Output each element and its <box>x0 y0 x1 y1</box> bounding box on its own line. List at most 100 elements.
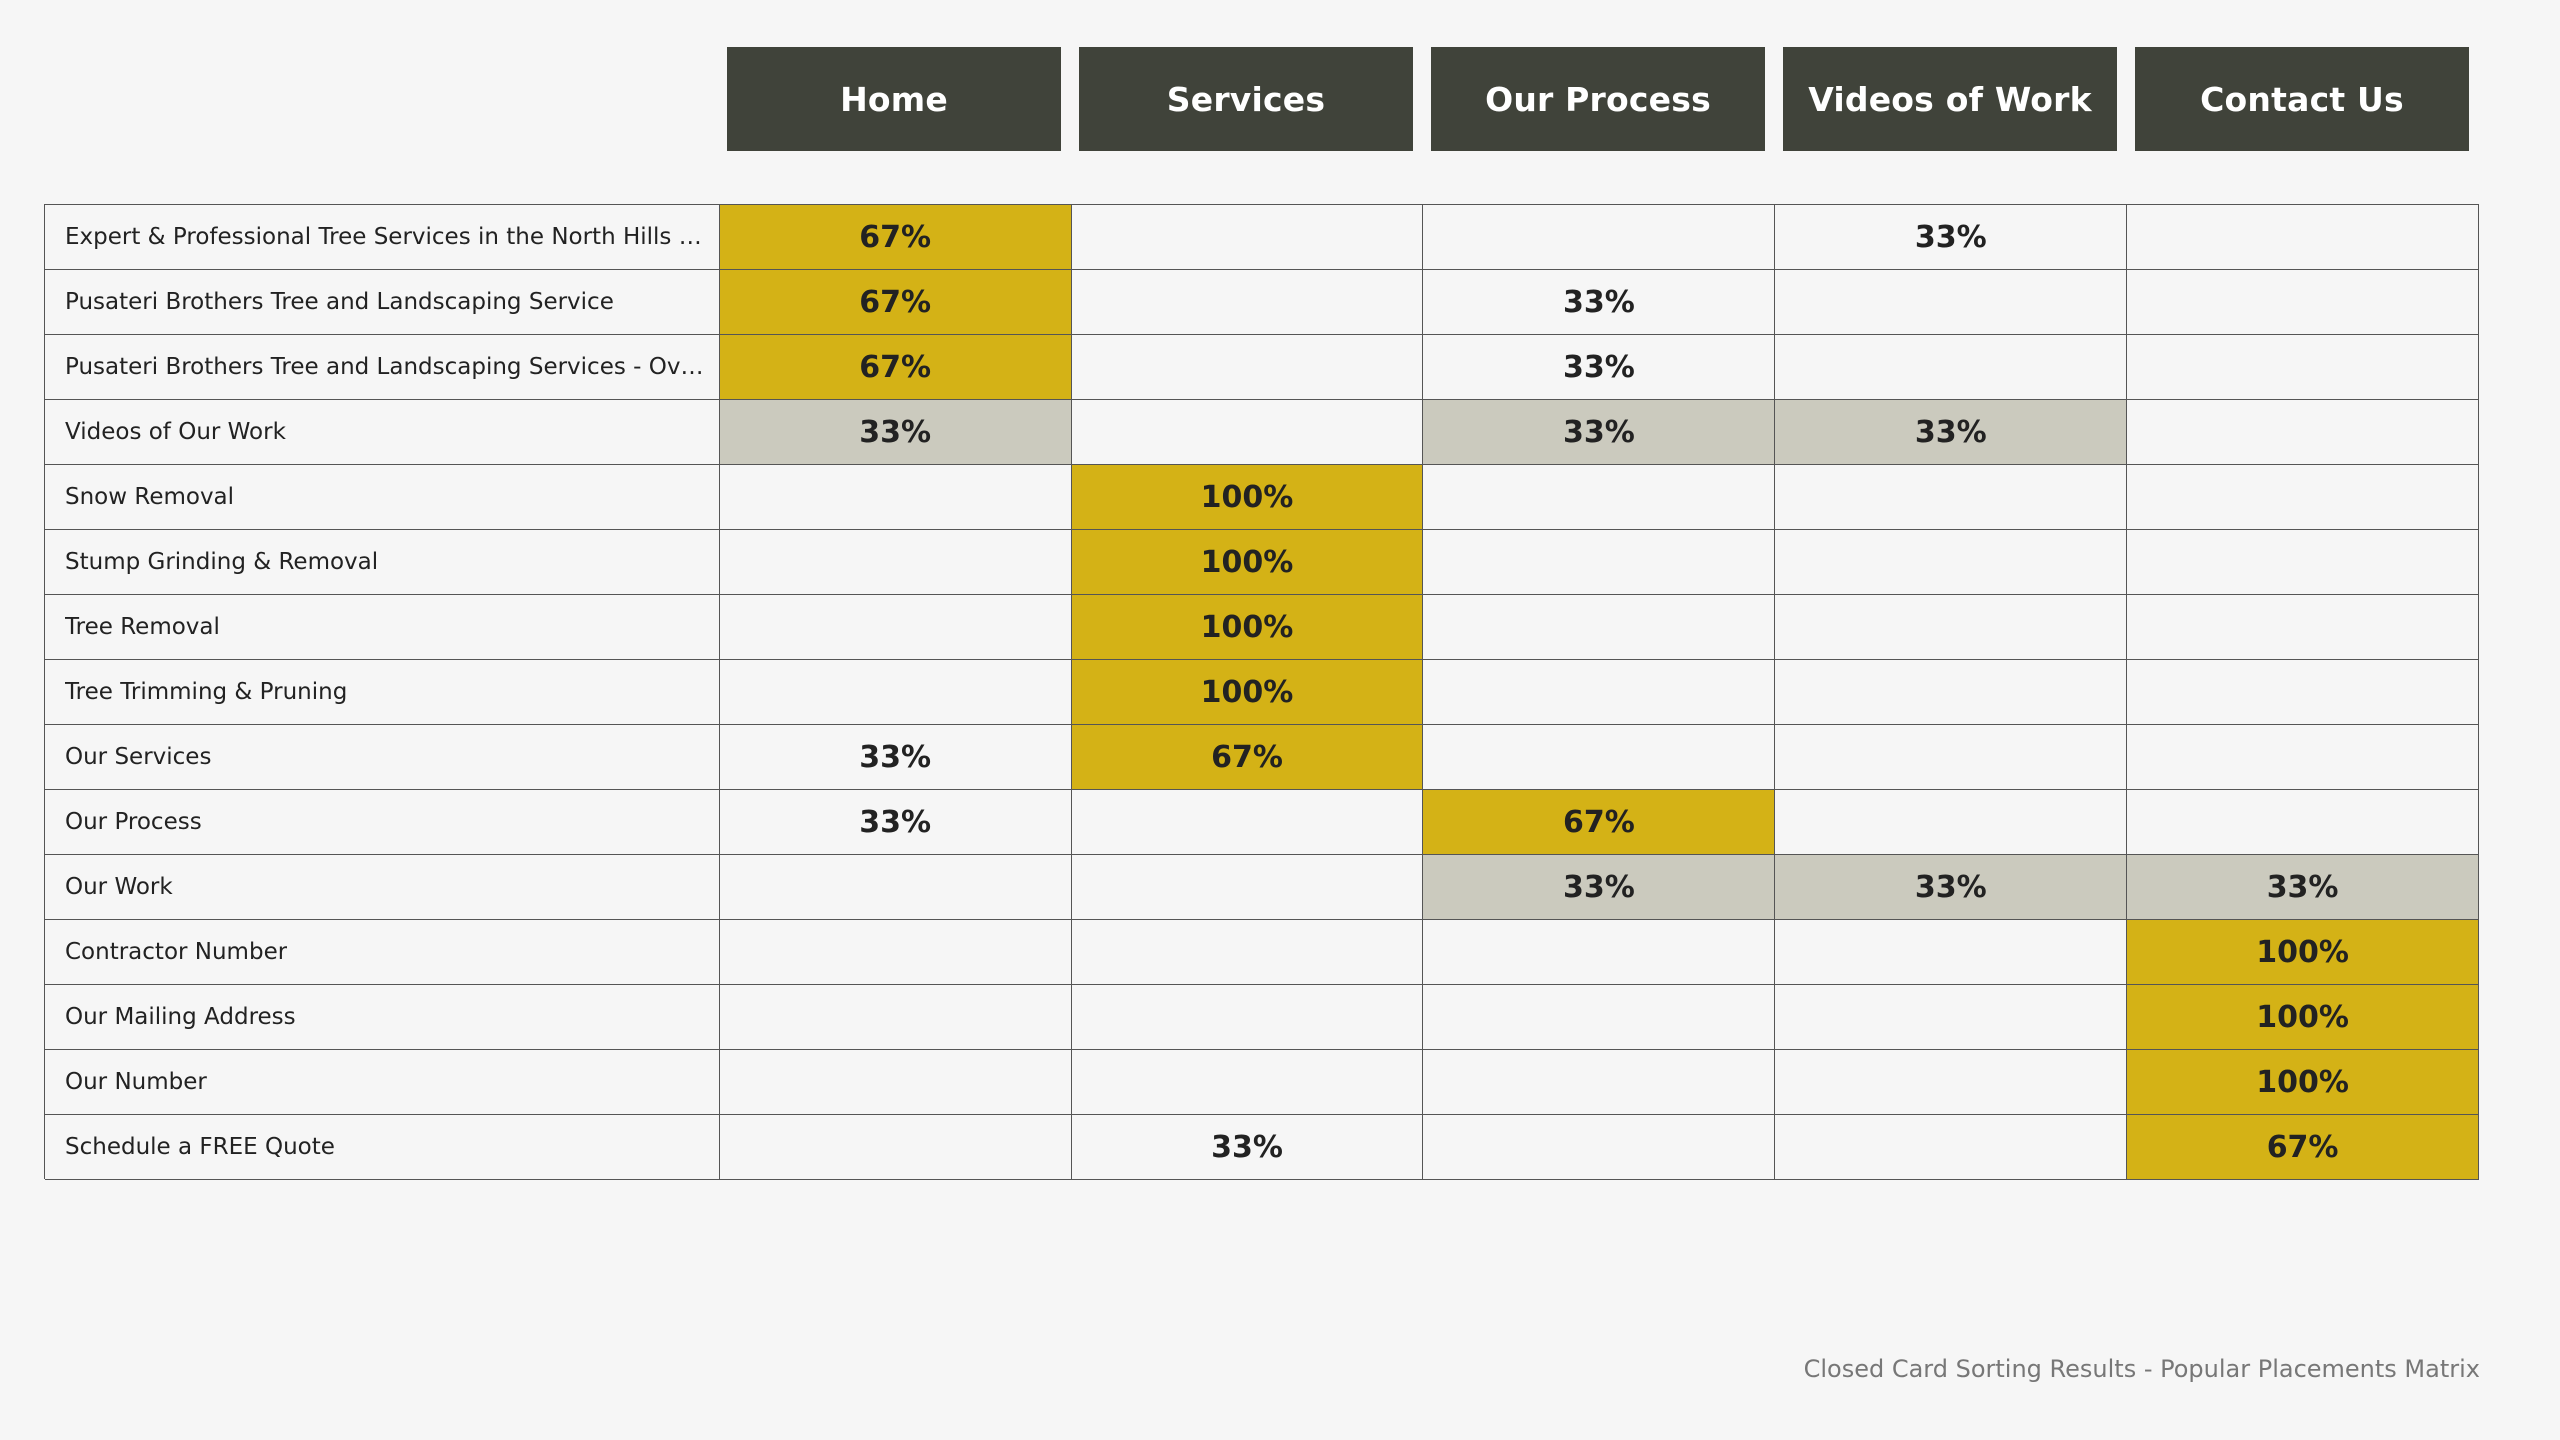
table-row: Snow Removal 100% <box>45 465 2480 530</box>
matrix-cell-our-process <box>1423 595 1776 660</box>
row-label: Tree Removal <box>65 614 220 640</box>
table-row: Tree Trimming & Pruning 100% <box>45 660 2480 725</box>
row-label-cell: Pusateri Brothers Tree and Landscaping S… <box>45 270 720 335</box>
matrix-cell-home <box>719 985 1072 1050</box>
matrix-cell-videos-of-work: 33% <box>1775 205 2128 270</box>
row-label: Our Mailing Address <box>65 1004 296 1030</box>
matrix-cell-home: 67% <box>719 270 1072 335</box>
row-label-cell: Our Process <box>45 790 720 855</box>
matrix-cell-home <box>719 855 1072 920</box>
matrix-cell-services <box>1071 855 1424 920</box>
matrix-cell-home <box>719 465 1072 530</box>
table-row: Pusateri Brothers Tree and Landscaping S… <box>45 270 2480 335</box>
matrix-cell-videos-of-work <box>1775 985 2128 1050</box>
column-header-our-process: Our Process <box>1431 47 1765 151</box>
matrix-cell-contact-us <box>2127 725 2480 790</box>
matrix-cell-videos-of-work <box>1775 660 2128 725</box>
table-row: Our Number 100% <box>45 1050 2480 1115</box>
matrix-cell-services <box>1071 1050 1424 1115</box>
matrix-cell-contact-us <box>2127 205 2480 270</box>
matrix-cell-services: 100% <box>1071 530 1424 595</box>
matrix-cell-contact-us: 100% <box>2127 920 2480 985</box>
matrix-cell-videos-of-work <box>1775 1115 2128 1180</box>
row-label: Contractor Number <box>65 939 288 965</box>
matrix-cell-our-process: 33% <box>1423 400 1776 465</box>
matrix-cell-contact-us <box>2127 790 2480 855</box>
matrix-cell-contact-us <box>2127 595 2480 660</box>
matrix-cell-videos-of-work <box>1775 335 2128 400</box>
matrix-cell-contact-us <box>2127 400 2480 465</box>
matrix-cell-videos-of-work <box>1775 920 2128 985</box>
matrix-cell-our-process <box>1423 465 1776 530</box>
table-row: Expert & Professional Tree Services in t… <box>45 205 2480 270</box>
matrix-cell-home <box>719 660 1072 725</box>
matrix-cell-services: 100% <box>1071 660 1424 725</box>
row-label-cell: Our Services <box>45 725 720 790</box>
matrix-cell-our-process <box>1423 985 1776 1050</box>
row-label: Our Services <box>65 744 212 770</box>
matrix-cell-contact-us <box>2127 465 2480 530</box>
table-row: Our Work 33% 33% 33% <box>45 855 2480 920</box>
matrix-caption: Closed Card Sorting Results - Popular Pl… <box>1803 1355 2480 1383</box>
matrix-cell-services <box>1071 920 1424 985</box>
row-label-cell: Expert & Professional Tree Services in t… <box>45 205 720 270</box>
matrix-cell-videos-of-work <box>1775 1050 2128 1115</box>
table-row: Tree Removal 100% <box>45 595 2480 660</box>
row-label-cell: Tree Trimming & Pruning <box>45 660 720 725</box>
row-label-cell: Stump Grinding & Removal <box>45 530 720 595</box>
matrix-cell-our-process <box>1423 725 1776 790</box>
matrix-cell-contact-us: 100% <box>2127 985 2480 1050</box>
matrix-cell-home: 33% <box>719 790 1072 855</box>
matrix-cell-our-process <box>1423 660 1776 725</box>
matrix-cell-our-process: 33% <box>1423 335 1776 400</box>
row-label-cell: Our Work <box>45 855 720 920</box>
matrix-cell-services: 67% <box>1071 725 1424 790</box>
matrix-cell-our-process <box>1423 1050 1776 1115</box>
matrix-cell-videos-of-work <box>1775 530 2128 595</box>
table-row: Videos of Our Work 33% 33% 33% <box>45 400 2480 465</box>
matrix-cell-videos-of-work: 33% <box>1775 855 2128 920</box>
row-label: Our Number <box>65 1069 207 1095</box>
matrix-cell-our-process <box>1423 1115 1776 1180</box>
matrix-cell-our-process <box>1423 205 1776 270</box>
row-label-cell: Pusateri Brothers Tree and Landscaping S… <box>45 335 720 400</box>
matrix-cell-contact-us <box>2127 660 2480 725</box>
row-label-cell: Snow Removal <box>45 465 720 530</box>
column-header-home: Home <box>727 47 1061 151</box>
matrix-cell-our-process: 33% <box>1423 855 1776 920</box>
row-label: Pusateri Brothers Tree and Landscaping S… <box>65 289 614 315</box>
row-label-cell: Contractor Number <box>45 920 720 985</box>
matrix-cell-services: 33% <box>1071 1115 1424 1180</box>
row-label: Our Work <box>65 874 173 900</box>
matrix-cell-home: 67% <box>719 205 1072 270</box>
matrix-cell-services <box>1071 400 1424 465</box>
table-row: Our Process 33% 67% <box>45 790 2480 855</box>
matrix-cell-our-process: 67% <box>1423 790 1776 855</box>
table-row: Stump Grinding & Removal 100% <box>45 530 2480 595</box>
matrix-cell-videos-of-work <box>1775 725 2128 790</box>
matrix-cell-videos-of-work <box>1775 790 2128 855</box>
row-label-cell: Our Number <box>45 1050 720 1115</box>
matrix-cell-contact-us: 67% <box>2127 1115 2480 1180</box>
matrix-cell-videos-of-work <box>1775 465 2128 530</box>
matrix-cell-home <box>719 595 1072 660</box>
row-label: Expert & Professional Tree Services in t… <box>65 224 710 250</box>
column-header-services: Services <box>1079 47 1413 151</box>
matrix-cell-videos-of-work <box>1775 595 2128 660</box>
table-row: Our Mailing Address 100% <box>45 985 2480 1050</box>
row-label-cell: Videos of Our Work <box>45 400 720 465</box>
row-label: Snow Removal <box>65 484 235 510</box>
matrix-cell-services: 100% <box>1071 465 1424 530</box>
matrix-cell-home <box>719 920 1072 985</box>
matrix-cell-contact-us <box>2127 530 2480 595</box>
row-label: Tree Trimming & Pruning <box>65 679 348 705</box>
matrix-cell-our-process: 33% <box>1423 270 1776 335</box>
matrix-cell-home <box>719 530 1072 595</box>
row-label-cell: Schedule a FREE Quote <box>45 1115 720 1180</box>
matrix-cell-contact-us: 100% <box>2127 1050 2480 1115</box>
matrix-cell-contact-us <box>2127 335 2480 400</box>
column-header-videos-of-work: Videos of Work <box>1783 47 2117 151</box>
row-label: Schedule a FREE Quote <box>65 1134 335 1160</box>
matrix-cell-services <box>1071 270 1424 335</box>
matrix-cell-services <box>1071 985 1424 1050</box>
